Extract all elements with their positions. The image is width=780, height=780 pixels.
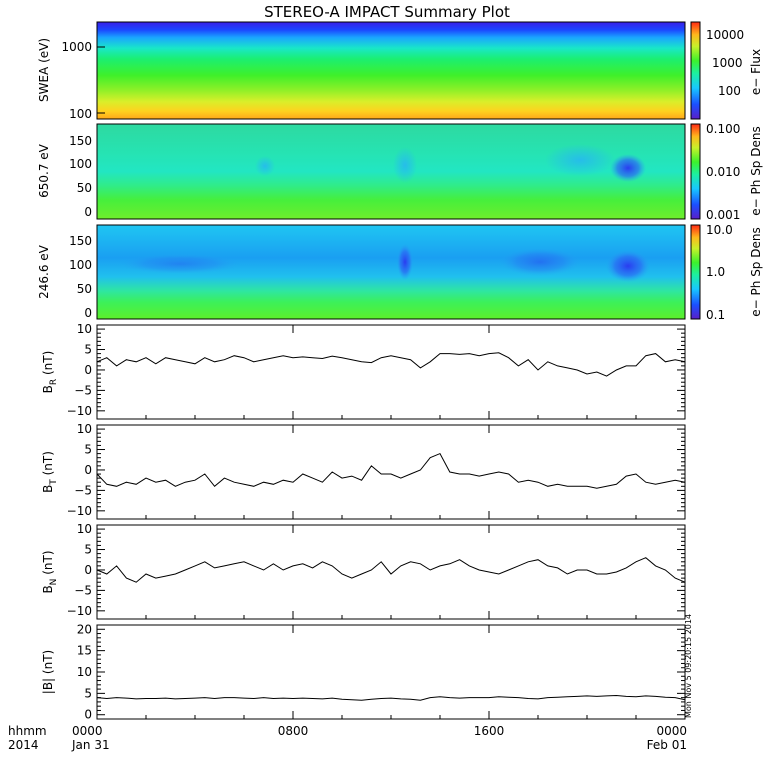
ytick-label: −5: [74, 583, 92, 597]
series-line: [96, 694, 686, 701]
ytick-label: 50: [77, 181, 92, 195]
cbar-tick: 0.100: [706, 122, 740, 136]
ytick-label: 20: [77, 622, 92, 636]
panel-246eV: 246.6 eV 150 100 50 0: [37, 224, 686, 320]
spectrogram-246eV-frame: [96, 224, 686, 320]
ytick-label: −5: [74, 383, 92, 397]
cbar-tick: 0.001: [706, 208, 740, 222]
panel-BR: −10 −5 0 5 10 BR (nT): [41, 322, 686, 420]
ytick-label: 0: [84, 463, 92, 477]
panel-swea: SWEA (eV) 1000 100: [37, 21, 686, 121]
ytick-label: 5: [84, 343, 92, 357]
cbar-flux-label: e− Flux: [749, 49, 763, 95]
ylabel: BN (nT): [41, 550, 59, 593]
ylabel: BT (nT): [41, 451, 59, 493]
blob: [393, 147, 417, 183]
ytick-label: 5: [84, 543, 92, 557]
swea-ytick-100: 100: [69, 107, 92, 121]
x-date-label: Jan 31: [71, 738, 110, 752]
ytick-label: 5: [84, 443, 92, 457]
ytick-label: 10: [77, 665, 92, 679]
ytick-label: −10: [67, 404, 92, 418]
ytick-label: 5: [84, 686, 92, 700]
colorbar-flux-scale: [690, 21, 701, 120]
ytick-label: 0: [84, 205, 92, 219]
x-tick-label: 1600: [474, 724, 505, 738]
series-line: [96, 557, 686, 583]
colorbar-650: 0.100 0.010 0.001 e− Ph Sp Dens: [690, 122, 763, 222]
side-stamp: Mon Nov 5 09:20:15 2014: [684, 614, 693, 718]
ytick-label: 0: [84, 563, 92, 577]
ytick-label: 15: [77, 644, 92, 658]
ytick-label: −10: [67, 504, 92, 518]
ytick-label: 150: [69, 234, 92, 248]
ytick-label: 0: [84, 363, 92, 377]
cbar-tick: 10.0: [706, 223, 733, 237]
footer-year: 2014: [8, 738, 39, 752]
ytick-label: 50: [77, 282, 92, 296]
ytick-label: 100: [69, 157, 92, 171]
blob: [545, 144, 615, 176]
cbar-tick: 0.010: [706, 165, 740, 179]
ylabel: BR (nT): [41, 351, 59, 394]
colorbar-246-scale: [690, 224, 701, 320]
panel-magBmag: 0 5 10 15 20 |B| (nT): [41, 622, 686, 722]
blob: [610, 154, 646, 182]
plot-frame: [96, 424, 686, 520]
x-tick-label: 0800: [278, 724, 309, 738]
cbar-tick: 0.1: [706, 308, 725, 322]
plot-title: STEREO-A IMPACT Summary Plot: [264, 3, 510, 21]
ytick-label: 10: [77, 522, 92, 536]
blob: [500, 248, 580, 276]
ylabel: |B| (nT): [41, 650, 55, 694]
panel-650eV: 650.7 eV 150 100 50 0: [37, 123, 686, 220]
panel-BN: −10 −5 0 5 10 BN (nT): [41, 522, 686, 620]
colorbar-650-scale: [690, 123, 701, 220]
650eV-ylabel: 650.7 eV: [37, 143, 51, 198]
swea-spectrogram: [97, 22, 685, 119]
swea-spectrogram-frame: [96, 21, 686, 120]
spectrogram-650eV-frame: [96, 123, 686, 220]
plot-frame: [96, 524, 686, 620]
cbar-tick: 1000: [712, 56, 743, 70]
blob: [255, 156, 275, 176]
footer-hhmm: hhmm: [8, 724, 47, 738]
ytick-label: 10: [77, 422, 92, 436]
x-date-label: Feb 01: [647, 738, 687, 752]
series-line: [96, 352, 686, 377]
cbar-246-label: e− Ph Sp Dens: [749, 227, 763, 316]
cbar-650-label: e− Ph Sp Dens: [749, 126, 763, 215]
colorbar-flux: 10000 1000 100 e− Flux: [690, 21, 763, 120]
cbar-tick: 10000: [706, 28, 744, 42]
series-line: [96, 452, 686, 489]
blob: [397, 244, 413, 280]
plot-frame: [96, 624, 686, 720]
cbar-tick: 100: [718, 84, 741, 98]
swea-ylabel: SWEA (eV): [37, 38, 51, 102]
246eV-ylabel: 246.6 eV: [37, 244, 51, 299]
ytick-label: 100: [69, 258, 92, 272]
colorbar-246: 10.0 1.0 0.1 e− Ph Sp Dens: [690, 223, 763, 322]
x-tick-label: 0000: [656, 724, 687, 738]
246eV-yticks: 150 100 50 0: [69, 234, 92, 320]
panel-BT: −10 −5 0 5 10 BT (nT): [41, 422, 686, 520]
magnetic-field-panels: −10 −5 0 5 10 BR (nT) −10 −5 0 5 10 BT (nT) −10 −5 0 5 1…: [41, 322, 686, 722]
blob: [606, 250, 650, 282]
x-tick-label: 0000: [72, 724, 103, 738]
ytick-label: 10: [77, 322, 92, 336]
blob: [120, 254, 240, 274]
ytick-label: 150: [69, 134, 92, 148]
swea-ytick-1000: 1000: [61, 40, 92, 54]
cbar-tick: 1.0: [706, 265, 725, 279]
650eV-yticks: 150 100 50 0: [69, 134, 92, 219]
ytick-label: −5: [74, 483, 92, 497]
ytick-label: 0: [84, 708, 92, 722]
plot-frame: [96, 324, 686, 420]
ytick-label: 0: [84, 306, 92, 320]
ytick-label: −10: [67, 604, 92, 618]
